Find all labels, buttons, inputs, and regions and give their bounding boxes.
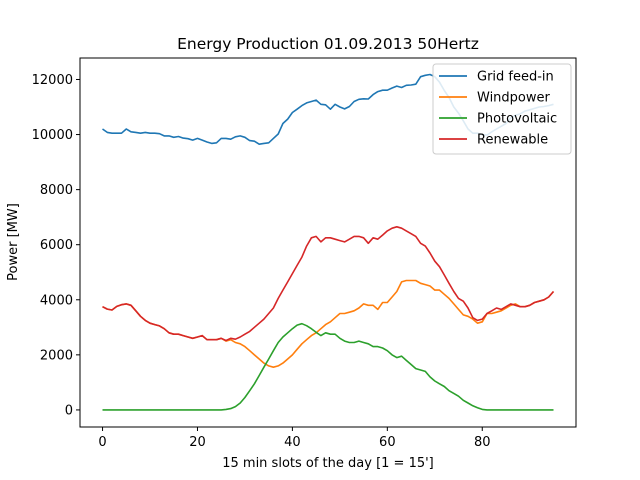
legend-box — [432, 63, 572, 155]
y-tick-label: 2000 — [40, 348, 73, 363]
legend-label-windpower: Windpower — [477, 91, 551, 106]
y-tick-label: 0 — [65, 403, 73, 418]
series-line-renewable — [102, 226, 555, 342]
legend-label-renewable: Renewable — [477, 133, 548, 148]
series-line-windpower — [102, 279, 555, 369]
x-tick-label: 20 — [189, 435, 206, 450]
x-tick-label: 60 — [379, 435, 396, 450]
y-tick-label: 6000 — [40, 238, 73, 253]
y-axis-label: Power [MW] — [6, 203, 21, 281]
chart-title: Energy Production 01.09.2013 50Hertz — [177, 35, 479, 53]
legend-label-photovoltaic: Photovoltaic — [477, 112, 557, 127]
x-axis-label: 15 min slots of the day [1 = 15'] — [222, 456, 434, 471]
x-axis-ticks: 0 20 40 60 80 — [98, 427, 491, 450]
legend: Grid feed-in Windpower Photovoltaic Renewab… — [432, 63, 572, 155]
y-tick-label: 8000 — [40, 183, 73, 198]
y-tick-label: 10000 — [32, 128, 73, 143]
y-tick-label: 12000 — [32, 73, 73, 88]
series-line-photovoltaic — [102, 322, 554, 411]
x-tick-label: 80 — [474, 435, 491, 450]
y-tick-label: 4000 — [40, 293, 73, 308]
x-tick-label: 0 — [98, 435, 106, 450]
x-tick-label: 40 — [284, 435, 301, 450]
plot-frame — [79, 57, 577, 428]
plot-lines — [102, 73, 555, 411]
axes-frame — [79, 57, 577, 428]
legend-label-grid-feed-in: Grid feed-in — [477, 70, 554, 85]
y-axis-ticks: 0 2000 4000 6000 8000 10000 12000 — [32, 73, 80, 418]
